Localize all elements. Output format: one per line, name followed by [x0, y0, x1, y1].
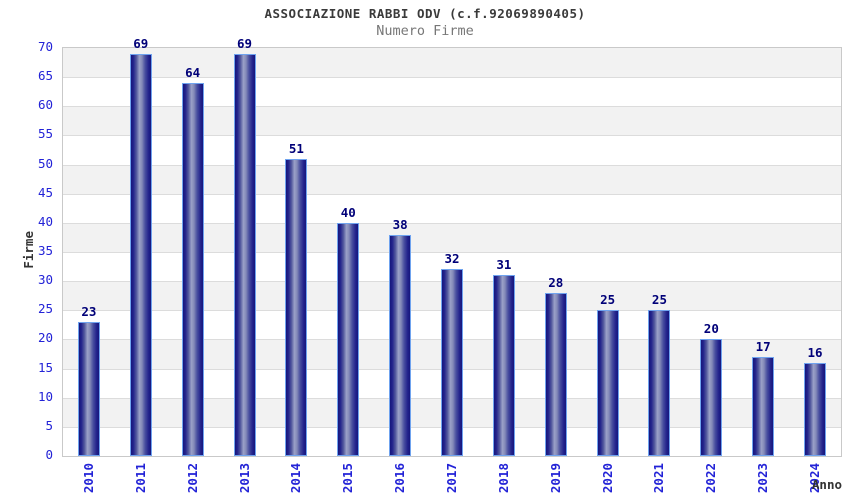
x-tick-label: 2016 — [392, 463, 408, 494]
bar-value-label: 16 — [807, 345, 823, 360]
x-tick-label: 2020 — [599, 463, 615, 494]
y-tick-label: 45 — [37, 184, 53, 200]
bar — [181, 83, 204, 456]
bar-value-label: 40 — [340, 205, 356, 220]
bar-value-label: 25 — [600, 292, 616, 307]
grid-band — [63, 164, 841, 194]
y-tick-label: 50 — [37, 155, 53, 171]
bar-value-label: 25 — [651, 292, 667, 307]
y-tick-label: 60 — [37, 97, 53, 113]
gridline — [63, 135, 841, 137]
y-tick-label: 30 — [37, 272, 53, 288]
bar-value-label: 51 — [288, 141, 304, 156]
bar-value-label: 64 — [185, 65, 201, 80]
bar — [233, 54, 256, 456]
bar — [752, 357, 775, 456]
x-tick-label: 2015 — [340, 463, 356, 494]
gridline — [63, 77, 841, 79]
grid-band — [63, 222, 841, 252]
grid-band — [63, 77, 841, 107]
bar — [77, 322, 100, 456]
y-tick-label: 55 — [37, 126, 53, 142]
bar-value-label: 23 — [81, 304, 97, 319]
y-tick-label: 25 — [37, 301, 53, 317]
x-tick-label: 2012 — [184, 463, 200, 494]
bar — [492, 275, 515, 456]
bar — [648, 310, 671, 456]
bar-value-label: 31 — [496, 257, 512, 272]
x-tick-label: 2013 — [236, 463, 252, 494]
bar — [700, 339, 723, 456]
bar — [389, 235, 412, 456]
x-tick-label: 2010 — [80, 463, 96, 494]
bar — [441, 269, 463, 456]
bar-value-label: 32 — [444, 251, 460, 266]
y-tick-label: 0 — [45, 447, 53, 462]
bar — [596, 310, 619, 456]
bar-value-label: 69 — [133, 36, 149, 51]
y-tick-label: 40 — [37, 213, 53, 229]
bar-value-label: 69 — [237, 36, 253, 51]
gridline — [63, 193, 841, 195]
x-tick-label: 2019 — [547, 463, 563, 494]
x-tick-label: 2022 — [703, 463, 719, 494]
y-tick-label: 5 — [45, 417, 53, 433]
bar — [129, 54, 152, 456]
y-tick-label: 70 — [37, 39, 53, 54]
x-tick-label: 2018 — [495, 463, 511, 494]
y-axis-tick-labels: 0 5 10 15 20 25 30 35 40 45 50 55 60 65 70 — [0, 39, 53, 462]
grid-band — [63, 106, 841, 136]
y-tick-label: 65 — [37, 68, 53, 84]
bar — [804, 363, 827, 456]
gridline — [63, 106, 841, 108]
y-tick-label: 15 — [37, 359, 53, 375]
gridline — [63, 164, 841, 166]
bar-value-label: 20 — [703, 321, 719, 336]
gridline — [63, 252, 841, 253]
bar — [337, 223, 360, 456]
bar-value-label: 38 — [392, 217, 408, 232]
x-axis-tick-labels: 2010 2011 2012 2013 2014 2015 2016 2017 2018 2019… — [63, 461, 841, 500]
x-tick-label: 2017 — [444, 463, 459, 494]
chart-subtitle: Numero Firme — [376, 23, 474, 39]
x-axis-title: Anno — [811, 477, 842, 492]
grid-band — [63, 48, 841, 78]
bar — [285, 159, 308, 456]
bar-value-label: 28 — [548, 275, 564, 290]
bar-value-label: 17 — [755, 339, 771, 354]
x-tick-label: 2011 — [132, 463, 148, 494]
grid-band — [63, 193, 841, 223]
grid-band — [63, 135, 841, 165]
chart-title: ASSOCIAZIONE RABBI ODV (c.f.92069890405) — [264, 6, 586, 21]
x-tick-label: 2014 — [288, 463, 304, 494]
bar — [544, 293, 567, 456]
x-tick-label: 2023 — [755, 463, 771, 494]
gridline — [63, 222, 841, 224]
x-tick-label: 2021 — [651, 463, 667, 494]
y-tick-label: 20 — [37, 330, 53, 346]
plot-area: 23 69 64 69 51 40 38 32 31 28 25 25 20 17 16 — [62, 36, 842, 457]
y-tick-label: 10 — [37, 388, 53, 404]
y-tick-label: 35 — [37, 243, 53, 258]
